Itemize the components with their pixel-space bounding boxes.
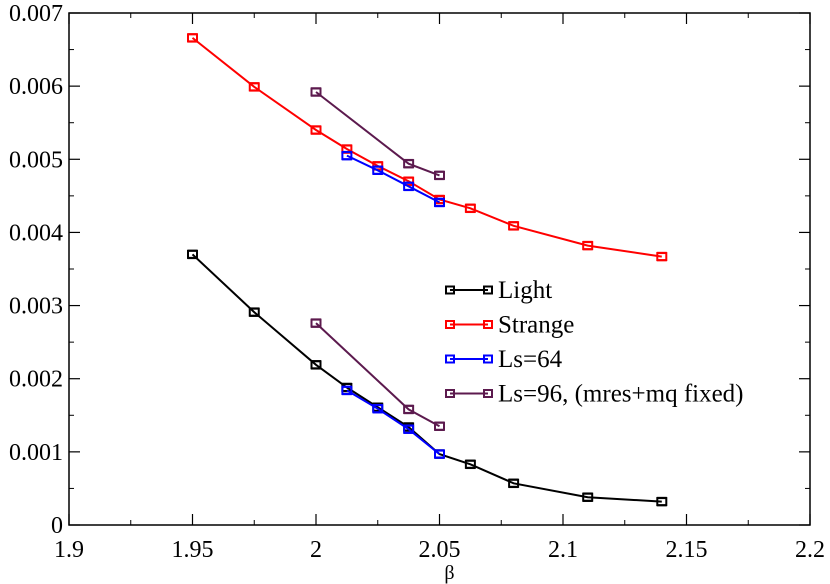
data-point xyxy=(310,125,322,135)
tick-labels: 1.9 1.95 2 2.05 2.1 2.15 2.2 0 0.001 0.002 0.003 0.… xyxy=(9,1,825,563)
data-point xyxy=(656,252,668,262)
data-point xyxy=(403,424,415,434)
data-point xyxy=(434,421,445,431)
legend-item: Strange xyxy=(445,312,574,339)
series-line xyxy=(315,91,440,177)
legend: Light Strange Ls=64 Ls=96, (mres+mq fixed) xyxy=(445,277,744,408)
data-point xyxy=(464,459,476,469)
legend-item: Ls=64 xyxy=(445,346,563,373)
data-point xyxy=(582,492,594,502)
data-point xyxy=(434,170,445,180)
series-line xyxy=(191,37,662,258)
legend-marker xyxy=(483,354,493,364)
series-layer xyxy=(187,33,668,507)
data-point xyxy=(434,449,445,459)
data-point xyxy=(341,385,353,395)
series-ls-96-strange xyxy=(310,87,445,181)
y-tick-label: 0.001 xyxy=(9,440,63,466)
data-point xyxy=(248,82,260,92)
x-tick-label: 2 xyxy=(310,537,322,563)
data-point xyxy=(372,165,384,175)
data-point xyxy=(582,241,594,251)
series-line xyxy=(315,322,440,428)
data-point xyxy=(434,197,445,207)
x-tick-label: 2.05 xyxy=(419,537,461,563)
x-tick-label: 1.95 xyxy=(172,537,214,563)
legend-item: Ls=96, (mres+mq fixed) xyxy=(445,381,744,408)
y-tick-label: 0.006 xyxy=(9,74,63,100)
legend-label: Light xyxy=(498,277,552,304)
data-point xyxy=(187,33,198,43)
data-point xyxy=(187,249,198,259)
legend-marker xyxy=(445,389,455,398)
data-point xyxy=(403,181,415,191)
data-point xyxy=(464,203,476,213)
legend-marker xyxy=(483,285,493,295)
data-point xyxy=(403,176,415,186)
series-line xyxy=(191,253,662,503)
legend-marker xyxy=(483,389,493,398)
series-line xyxy=(346,389,441,455)
series-light xyxy=(187,249,668,507)
series-ls-64-strange xyxy=(341,150,445,208)
data-point xyxy=(310,87,322,97)
x-tick-label: 2.15 xyxy=(666,537,708,563)
data-point xyxy=(372,404,384,414)
data-point xyxy=(508,221,520,231)
legend-marker xyxy=(445,285,455,295)
x-tick-label: 1.9 xyxy=(54,537,84,563)
y-tick-label: 0.003 xyxy=(9,294,63,320)
y-tick-label: 0.007 xyxy=(9,1,63,27)
y-tick-label: 0.002 xyxy=(9,367,63,393)
legend-marker xyxy=(445,354,455,364)
x-axis-label: β xyxy=(444,562,454,584)
data-point xyxy=(403,159,415,169)
plot-frame xyxy=(68,12,811,526)
legend-label: Ls=64 xyxy=(498,346,563,373)
data-point xyxy=(248,307,260,317)
series-ls-64 xyxy=(341,385,445,459)
series-ls-96 xyxy=(310,318,445,432)
axis-ticks xyxy=(68,12,811,526)
x-tick-label: 2.2 xyxy=(795,537,825,563)
legend-label: Strange xyxy=(498,312,574,339)
legend-marker xyxy=(445,320,455,329)
legend-label: Ls=96, (mres+mq fixed) xyxy=(498,381,744,408)
y-tick-label: 0.005 xyxy=(9,147,63,173)
y-tick-label: 0.004 xyxy=(9,220,63,246)
x-tick-label: 2.1 xyxy=(548,537,578,563)
data-point xyxy=(341,151,353,161)
series-strange xyxy=(187,33,668,262)
data-point xyxy=(310,360,322,370)
data-point xyxy=(310,318,322,328)
legend-marker xyxy=(483,320,493,329)
data-point xyxy=(508,478,520,488)
series-line xyxy=(346,154,440,204)
data-point xyxy=(656,497,668,507)
legend-item: Light xyxy=(445,277,552,304)
y-tick-label: 0 xyxy=(51,513,63,539)
data-point xyxy=(403,404,415,414)
